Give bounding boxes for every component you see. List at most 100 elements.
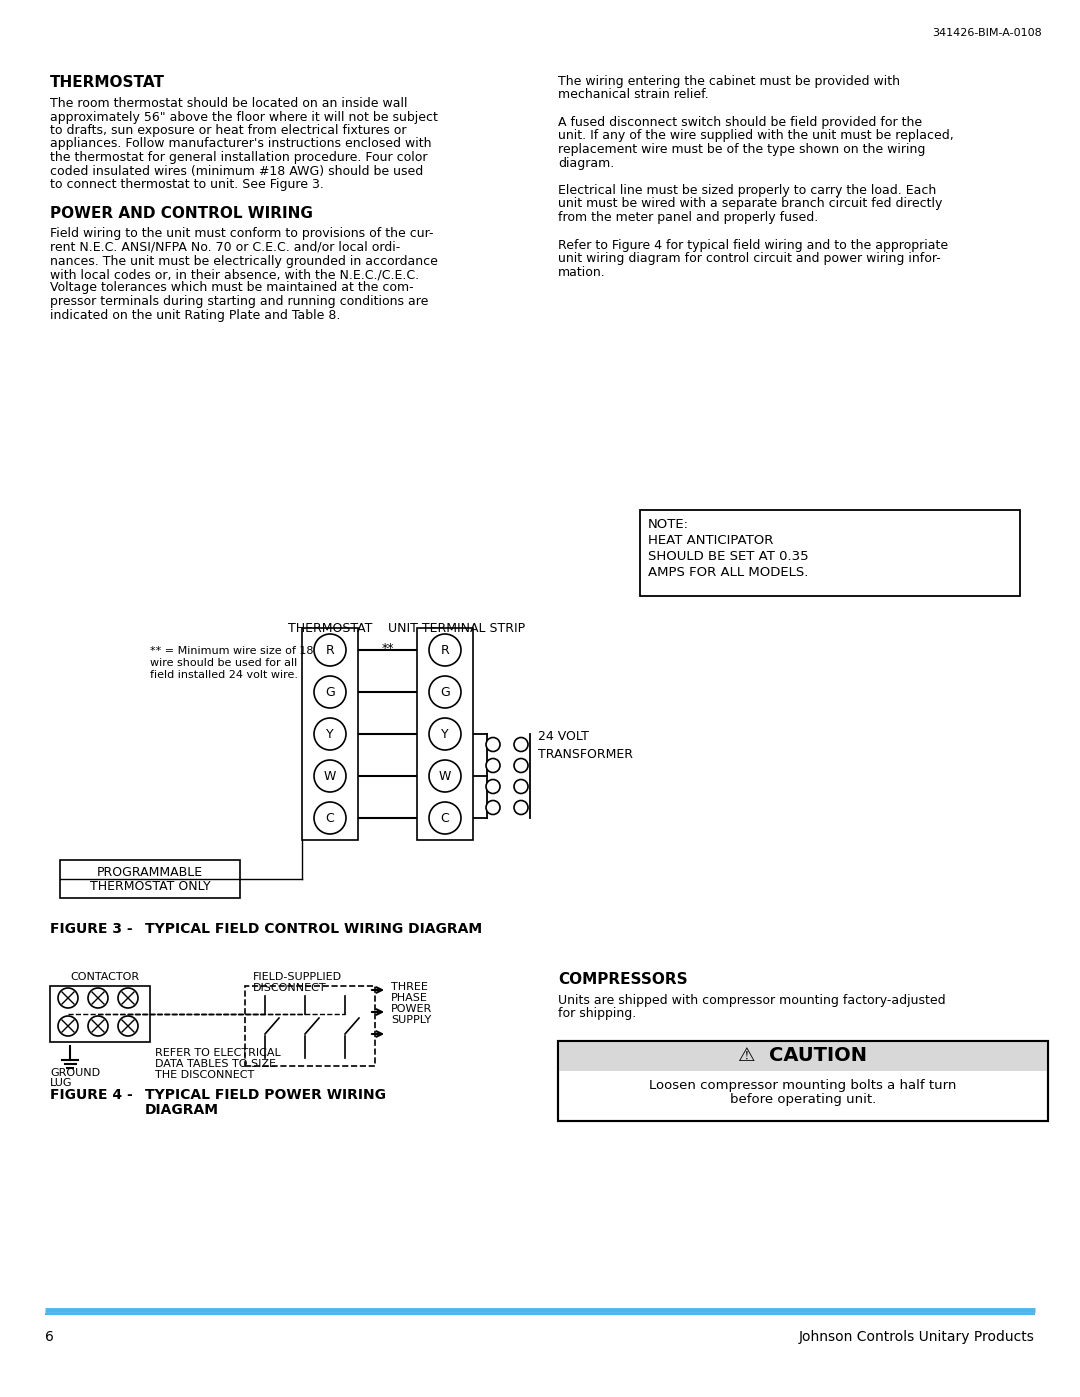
Text: 341426-BIM-A-0108: 341426-BIM-A-0108 bbox=[932, 28, 1042, 38]
Text: CONTACTOR: CONTACTOR bbox=[70, 972, 139, 982]
Circle shape bbox=[486, 780, 500, 793]
Circle shape bbox=[314, 718, 346, 750]
Circle shape bbox=[314, 676, 346, 708]
Text: FIELD-SUPPLIED: FIELD-SUPPLIED bbox=[253, 972, 342, 982]
Text: pressor terminals during starting and running conditions are: pressor terminals during starting and ru… bbox=[50, 295, 429, 307]
Circle shape bbox=[514, 780, 528, 793]
Text: DATA TABLES TO SIZE: DATA TABLES TO SIZE bbox=[156, 1059, 276, 1069]
Text: Y: Y bbox=[326, 728, 334, 740]
Text: from the meter panel and properly fused.: from the meter panel and properly fused. bbox=[558, 211, 819, 224]
Text: replacement wire must be of the type shown on the wiring: replacement wire must be of the type sho… bbox=[558, 142, 926, 156]
Text: diagram.: diagram. bbox=[558, 156, 615, 169]
Text: 24 VOLT
TRANSFORMER: 24 VOLT TRANSFORMER bbox=[538, 731, 633, 761]
Text: unit wiring diagram for control circuit and power wiring infor-: unit wiring diagram for control circuit … bbox=[558, 251, 941, 265]
Text: SHOULD BE SET AT 0.35: SHOULD BE SET AT 0.35 bbox=[648, 550, 809, 563]
Text: to drafts, sun exposure or heat from electrical fixtures or: to drafts, sun exposure or heat from ele… bbox=[50, 124, 406, 137]
Circle shape bbox=[514, 738, 528, 752]
Text: Voltage tolerances which must be maintained at the com-: Voltage tolerances which must be maintai… bbox=[50, 282, 414, 295]
Text: for shipping.: for shipping. bbox=[558, 1007, 636, 1020]
Circle shape bbox=[118, 1016, 138, 1037]
Text: nances. The unit must be electrically grounded in accordance: nances. The unit must be electrically gr… bbox=[50, 254, 437, 267]
Text: A fused disconnect switch should be field provided for the: A fused disconnect switch should be fiel… bbox=[558, 116, 922, 129]
Text: COMPRESSORS: COMPRESSORS bbox=[558, 972, 688, 988]
Circle shape bbox=[118, 988, 138, 1009]
Text: THERMOSTAT: THERMOSTAT bbox=[287, 622, 373, 636]
Circle shape bbox=[514, 759, 528, 773]
Text: POWER AND CONTROL WIRING: POWER AND CONTROL WIRING bbox=[50, 205, 313, 221]
Text: Refer to Figure 4 for typical field wiring and to the appropriate: Refer to Figure 4 for typical field wiri… bbox=[558, 239, 948, 251]
Circle shape bbox=[58, 1016, 78, 1037]
Text: FIGURE 4 -: FIGURE 4 - bbox=[50, 1088, 133, 1102]
Text: SUPPLY: SUPPLY bbox=[391, 1016, 431, 1025]
Text: Electrical line must be sized properly to carry the load. Each: Electrical line must be sized properly t… bbox=[558, 184, 936, 197]
Text: coded insulated wires (minimum #18 AWG) should be used: coded insulated wires (minimum #18 AWG) … bbox=[50, 165, 423, 177]
FancyBboxPatch shape bbox=[417, 629, 473, 840]
Text: Y: Y bbox=[442, 728, 449, 740]
Circle shape bbox=[486, 800, 500, 814]
FancyBboxPatch shape bbox=[302, 629, 357, 840]
Text: NOTE:: NOTE: bbox=[648, 518, 689, 531]
Circle shape bbox=[429, 802, 461, 834]
Circle shape bbox=[87, 1016, 108, 1037]
Text: 6: 6 bbox=[45, 1330, 54, 1344]
Circle shape bbox=[429, 760, 461, 792]
Text: wire should be used for all: wire should be used for all bbox=[150, 658, 297, 668]
Circle shape bbox=[429, 634, 461, 666]
Text: W: W bbox=[438, 770, 451, 782]
Text: PROGRAMMABLE: PROGRAMMABLE bbox=[97, 866, 203, 879]
Text: LUG: LUG bbox=[50, 1078, 72, 1088]
Text: R: R bbox=[441, 644, 449, 657]
FancyBboxPatch shape bbox=[50, 986, 150, 1042]
Text: W: W bbox=[324, 770, 336, 782]
Text: UNIT TERMINAL STRIP: UNIT TERMINAL STRIP bbox=[389, 622, 526, 636]
Text: mechanical strain relief.: mechanical strain relief. bbox=[558, 88, 708, 102]
Text: **: ** bbox=[381, 643, 394, 655]
Text: indicated on the unit Rating Plate and Table 8.: indicated on the unit Rating Plate and T… bbox=[50, 309, 340, 321]
Circle shape bbox=[314, 634, 346, 666]
Text: Loosen compressor mounting bolts a half turn: Loosen compressor mounting bolts a half … bbox=[649, 1078, 957, 1092]
Circle shape bbox=[514, 800, 528, 814]
Text: ⚠  CAUTION: ⚠ CAUTION bbox=[739, 1046, 867, 1065]
Text: Johnson Controls Unitary Products: Johnson Controls Unitary Products bbox=[799, 1330, 1035, 1344]
Text: THERMOSTAT ONLY: THERMOSTAT ONLY bbox=[90, 880, 211, 893]
Text: Field wiring to the unit must conform to provisions of the cur-: Field wiring to the unit must conform to… bbox=[50, 228, 433, 240]
FancyBboxPatch shape bbox=[558, 1041, 1048, 1120]
Text: AMPS FOR ALL MODELS.: AMPS FOR ALL MODELS. bbox=[648, 566, 808, 578]
Text: Units are shipped with compressor mounting factory-adjusted: Units are shipped with compressor mounti… bbox=[558, 995, 946, 1007]
Text: THERMOSTAT: THERMOSTAT bbox=[50, 75, 165, 89]
Text: before operating unit.: before operating unit. bbox=[730, 1092, 876, 1106]
Text: ** = Minimum wire size of 18 AWG: ** = Minimum wire size of 18 AWG bbox=[150, 645, 343, 657]
Text: to connect thermostat to unit. See Figure 3.: to connect thermostat to unit. See Figur… bbox=[50, 177, 324, 191]
Text: DISCONNECT: DISCONNECT bbox=[253, 983, 326, 993]
Text: unit must be wired with a separate branch circuit fed directly: unit must be wired with a separate branc… bbox=[558, 197, 943, 211]
Text: THREE: THREE bbox=[391, 982, 428, 992]
Text: rent N.E.C. ANSI/NFPA No. 70 or C.E.C. and/or local ordi-: rent N.E.C. ANSI/NFPA No. 70 or C.E.C. a… bbox=[50, 242, 401, 254]
Text: C: C bbox=[441, 812, 449, 824]
FancyBboxPatch shape bbox=[245, 986, 375, 1066]
Circle shape bbox=[486, 759, 500, 773]
Circle shape bbox=[58, 988, 78, 1009]
FancyBboxPatch shape bbox=[60, 861, 240, 898]
Text: REFER TO ELECTRICAL: REFER TO ELECTRICAL bbox=[156, 1048, 281, 1058]
Text: C: C bbox=[326, 812, 335, 824]
Text: The room thermostat should be located on an inside wall: The room thermostat should be located on… bbox=[50, 96, 407, 110]
FancyBboxPatch shape bbox=[558, 1041, 1048, 1071]
Circle shape bbox=[314, 802, 346, 834]
Text: FIGURE 3 -: FIGURE 3 - bbox=[50, 922, 133, 936]
Text: unit. If any of the wire supplied with the unit must be replaced,: unit. If any of the wire supplied with t… bbox=[558, 130, 954, 142]
Circle shape bbox=[486, 738, 500, 752]
Circle shape bbox=[87, 988, 108, 1009]
Text: The wiring entering the cabinet must be provided with: The wiring entering the cabinet must be … bbox=[558, 75, 900, 88]
FancyBboxPatch shape bbox=[640, 510, 1020, 597]
Text: G: G bbox=[325, 686, 335, 698]
Circle shape bbox=[429, 676, 461, 708]
Text: the thermostat for general installation procedure. Four color: the thermostat for general installation … bbox=[50, 151, 428, 163]
Text: field installed 24 volt wire.: field installed 24 volt wire. bbox=[150, 671, 298, 680]
Text: appliances. Follow manufacturer's instructions enclosed with: appliances. Follow manufacturer's instru… bbox=[50, 137, 432, 151]
Text: THE DISCONNECT: THE DISCONNECT bbox=[156, 1070, 254, 1080]
Text: TYPICAL FIELD POWER WIRING: TYPICAL FIELD POWER WIRING bbox=[145, 1088, 386, 1102]
Text: DIAGRAM: DIAGRAM bbox=[145, 1104, 219, 1118]
Text: R: R bbox=[326, 644, 335, 657]
Text: approximately 56" above the floor where it will not be subject: approximately 56" above the floor where … bbox=[50, 110, 437, 123]
Text: POWER: POWER bbox=[391, 1004, 432, 1014]
